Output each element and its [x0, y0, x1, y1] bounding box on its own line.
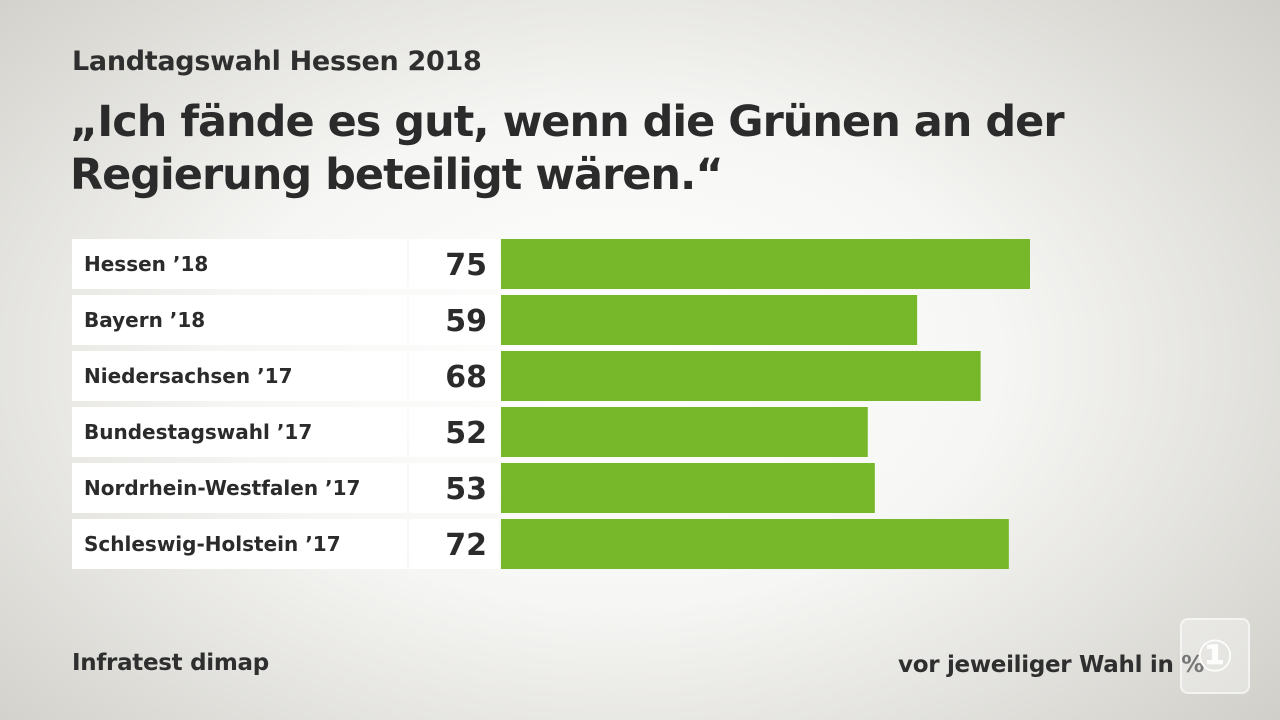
- category-label-background: [72, 351, 407, 401]
- value-label: 53: [445, 472, 487, 507]
- value-label: 68: [445, 360, 487, 395]
- category-label: Hessen ’18: [84, 252, 208, 276]
- value-label-background: [409, 407, 499, 457]
- category-label: Bayern ’18: [84, 308, 205, 332]
- category-label-background: [72, 295, 407, 345]
- value-label: 52: [445, 416, 487, 451]
- value-label-background: [409, 295, 499, 345]
- value-label-background: [409, 351, 499, 401]
- ard-logo-icon: ①: [1180, 618, 1250, 694]
- bar-row: Nordrhein-Westfalen ’17 53: [72, 463, 875, 513]
- category-label-background: [72, 407, 407, 457]
- category-label-background: [72, 519, 407, 569]
- bar-row: Hessen ’18 75: [72, 239, 1030, 289]
- bar: [501, 407, 868, 457]
- bar: [501, 351, 981, 401]
- value-label: 75: [445, 248, 487, 283]
- value-label-background: [409, 463, 499, 513]
- category-label: Niedersachsen ’17: [84, 364, 293, 388]
- bar: [501, 463, 875, 513]
- value-label-background: [409, 519, 499, 569]
- bar-row: Bundestagswahl ’17 52: [72, 407, 868, 457]
- unit-label: vor jeweiliger Wahl in %: [898, 652, 1204, 678]
- source-label: Infratest dimap: [72, 650, 269, 676]
- value-label-background: [409, 239, 499, 289]
- bar: [501, 239, 1030, 289]
- chart-title: „Ich fände es gut, wenn die Grünen an de…: [70, 97, 1065, 200]
- category-label-background: [72, 463, 407, 513]
- value-label: 59: [445, 304, 487, 339]
- category-label: Nordrhein-Westfalen ’17: [84, 476, 360, 500]
- category-label: Bundestagswahl ’17: [84, 420, 312, 444]
- category-label-background: [72, 239, 407, 289]
- bar: [501, 519, 1009, 569]
- chart-subtitle: Landtagswahl Hessen 2018: [72, 46, 482, 77]
- bar-row: Bayern ’18 59: [72, 295, 918, 345]
- category-label: Schleswig-Holstein ’17: [84, 532, 341, 556]
- value-label: 72: [445, 528, 487, 563]
- bar-row: Niedersachsen ’17 68: [72, 351, 981, 401]
- bar-row: Schleswig-Holstein ’17 72: [72, 519, 1009, 569]
- bar: [501, 295, 918, 345]
